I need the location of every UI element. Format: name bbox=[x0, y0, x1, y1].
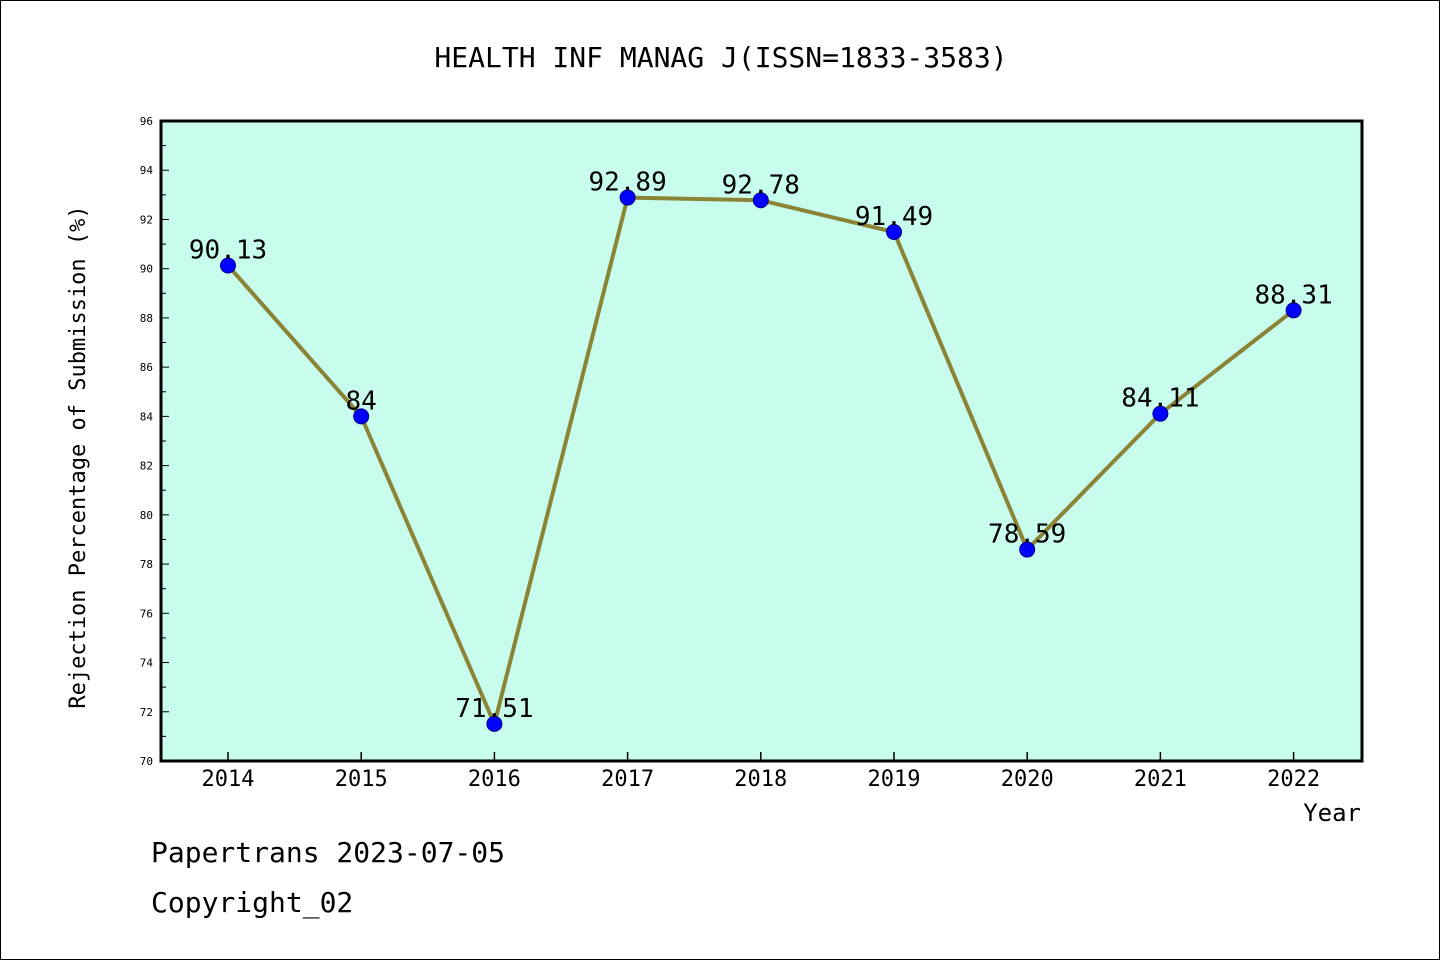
x-axis: 2014 2015 2016 2017 2018 2019 2020 2021 2022 bbox=[202, 752, 1320, 792]
data-point bbox=[220, 257, 236, 274]
y-tick-label: 82 bbox=[140, 460, 153, 473]
footer-source: Papertrans 2023-07-05 bbox=[151, 836, 506, 869]
data-label: 92.78 bbox=[722, 170, 800, 200]
x-tick-label: 2016 bbox=[468, 767, 521, 792]
data-label: 71.51 bbox=[455, 694, 533, 724]
y-tick-label: 84 bbox=[140, 410, 154, 423]
y-tick-label: 88 bbox=[140, 312, 153, 325]
x-tick-label: 2022 bbox=[1267, 767, 1320, 792]
x-tick-label: 2021 bbox=[1134, 767, 1187, 792]
data-point bbox=[1019, 541, 1036, 558]
plot-area bbox=[161, 121, 1362, 761]
footer-copyright: Copyright_02 bbox=[151, 886, 354, 919]
y-tick-label: 94 bbox=[140, 164, 154, 177]
data-labels: 90.13 84 71.51 92.89 92.78 91.49 78.59 84.11 88.… bbox=[189, 168, 1333, 724]
y-axis: 70 72 74 76 78 80 82 84 86 88 90 92 94 96 bbox=[140, 115, 169, 768]
y-tick-label: 90 bbox=[140, 263, 153, 276]
y-tick-label: 86 bbox=[140, 361, 153, 374]
chart-title: HEALTH INF MANAG J(ISSN=1833-3583) bbox=[434, 41, 1007, 74]
x-axis-title: Year bbox=[1303, 799, 1361, 827]
data-point bbox=[752, 192, 769, 209]
y-tick-label: 72 bbox=[140, 706, 153, 719]
data-label: 84 bbox=[346, 386, 377, 416]
y-tick-label: 96 bbox=[140, 115, 153, 128]
x-tick-label: 2017 bbox=[601, 767, 654, 792]
data-label: 92.89 bbox=[588, 168, 666, 198]
data-markers bbox=[220, 189, 1302, 732]
data-point bbox=[1152, 405, 1169, 422]
y-tick-label: 78 bbox=[140, 558, 153, 571]
data-point bbox=[619, 189, 636, 206]
y-tick-label: 76 bbox=[140, 607, 153, 620]
x-tick-label: 2014 bbox=[202, 767, 255, 792]
x-tick-label: 2015 bbox=[335, 767, 388, 792]
data-point bbox=[486, 715, 503, 732]
data-point bbox=[886, 224, 902, 241]
y-tick-label: 80 bbox=[140, 509, 153, 522]
y-axis-title: Rejection Percentage of Submission (%) bbox=[66, 205, 91, 708]
data-label: 88.31 bbox=[1254, 280, 1332, 310]
x-tick-label: 2020 bbox=[1001, 767, 1054, 792]
y-tick-label: 92 bbox=[140, 213, 153, 226]
data-label: 91.49 bbox=[855, 202, 933, 232]
data-label: 90.13 bbox=[189, 235, 267, 265]
x-tick-label: 2019 bbox=[868, 767, 921, 792]
x-tick-label: 2018 bbox=[734, 767, 787, 792]
plot-border bbox=[159, 119, 1364, 763]
y-tick-label: 74 bbox=[140, 657, 154, 670]
data-point bbox=[353, 408, 370, 425]
data-label: 78.59 bbox=[988, 520, 1066, 550]
y-tick-label: 70 bbox=[140, 755, 153, 768]
data-label: 84.11 bbox=[1121, 384, 1199, 414]
data-point bbox=[1285, 302, 1302, 319]
